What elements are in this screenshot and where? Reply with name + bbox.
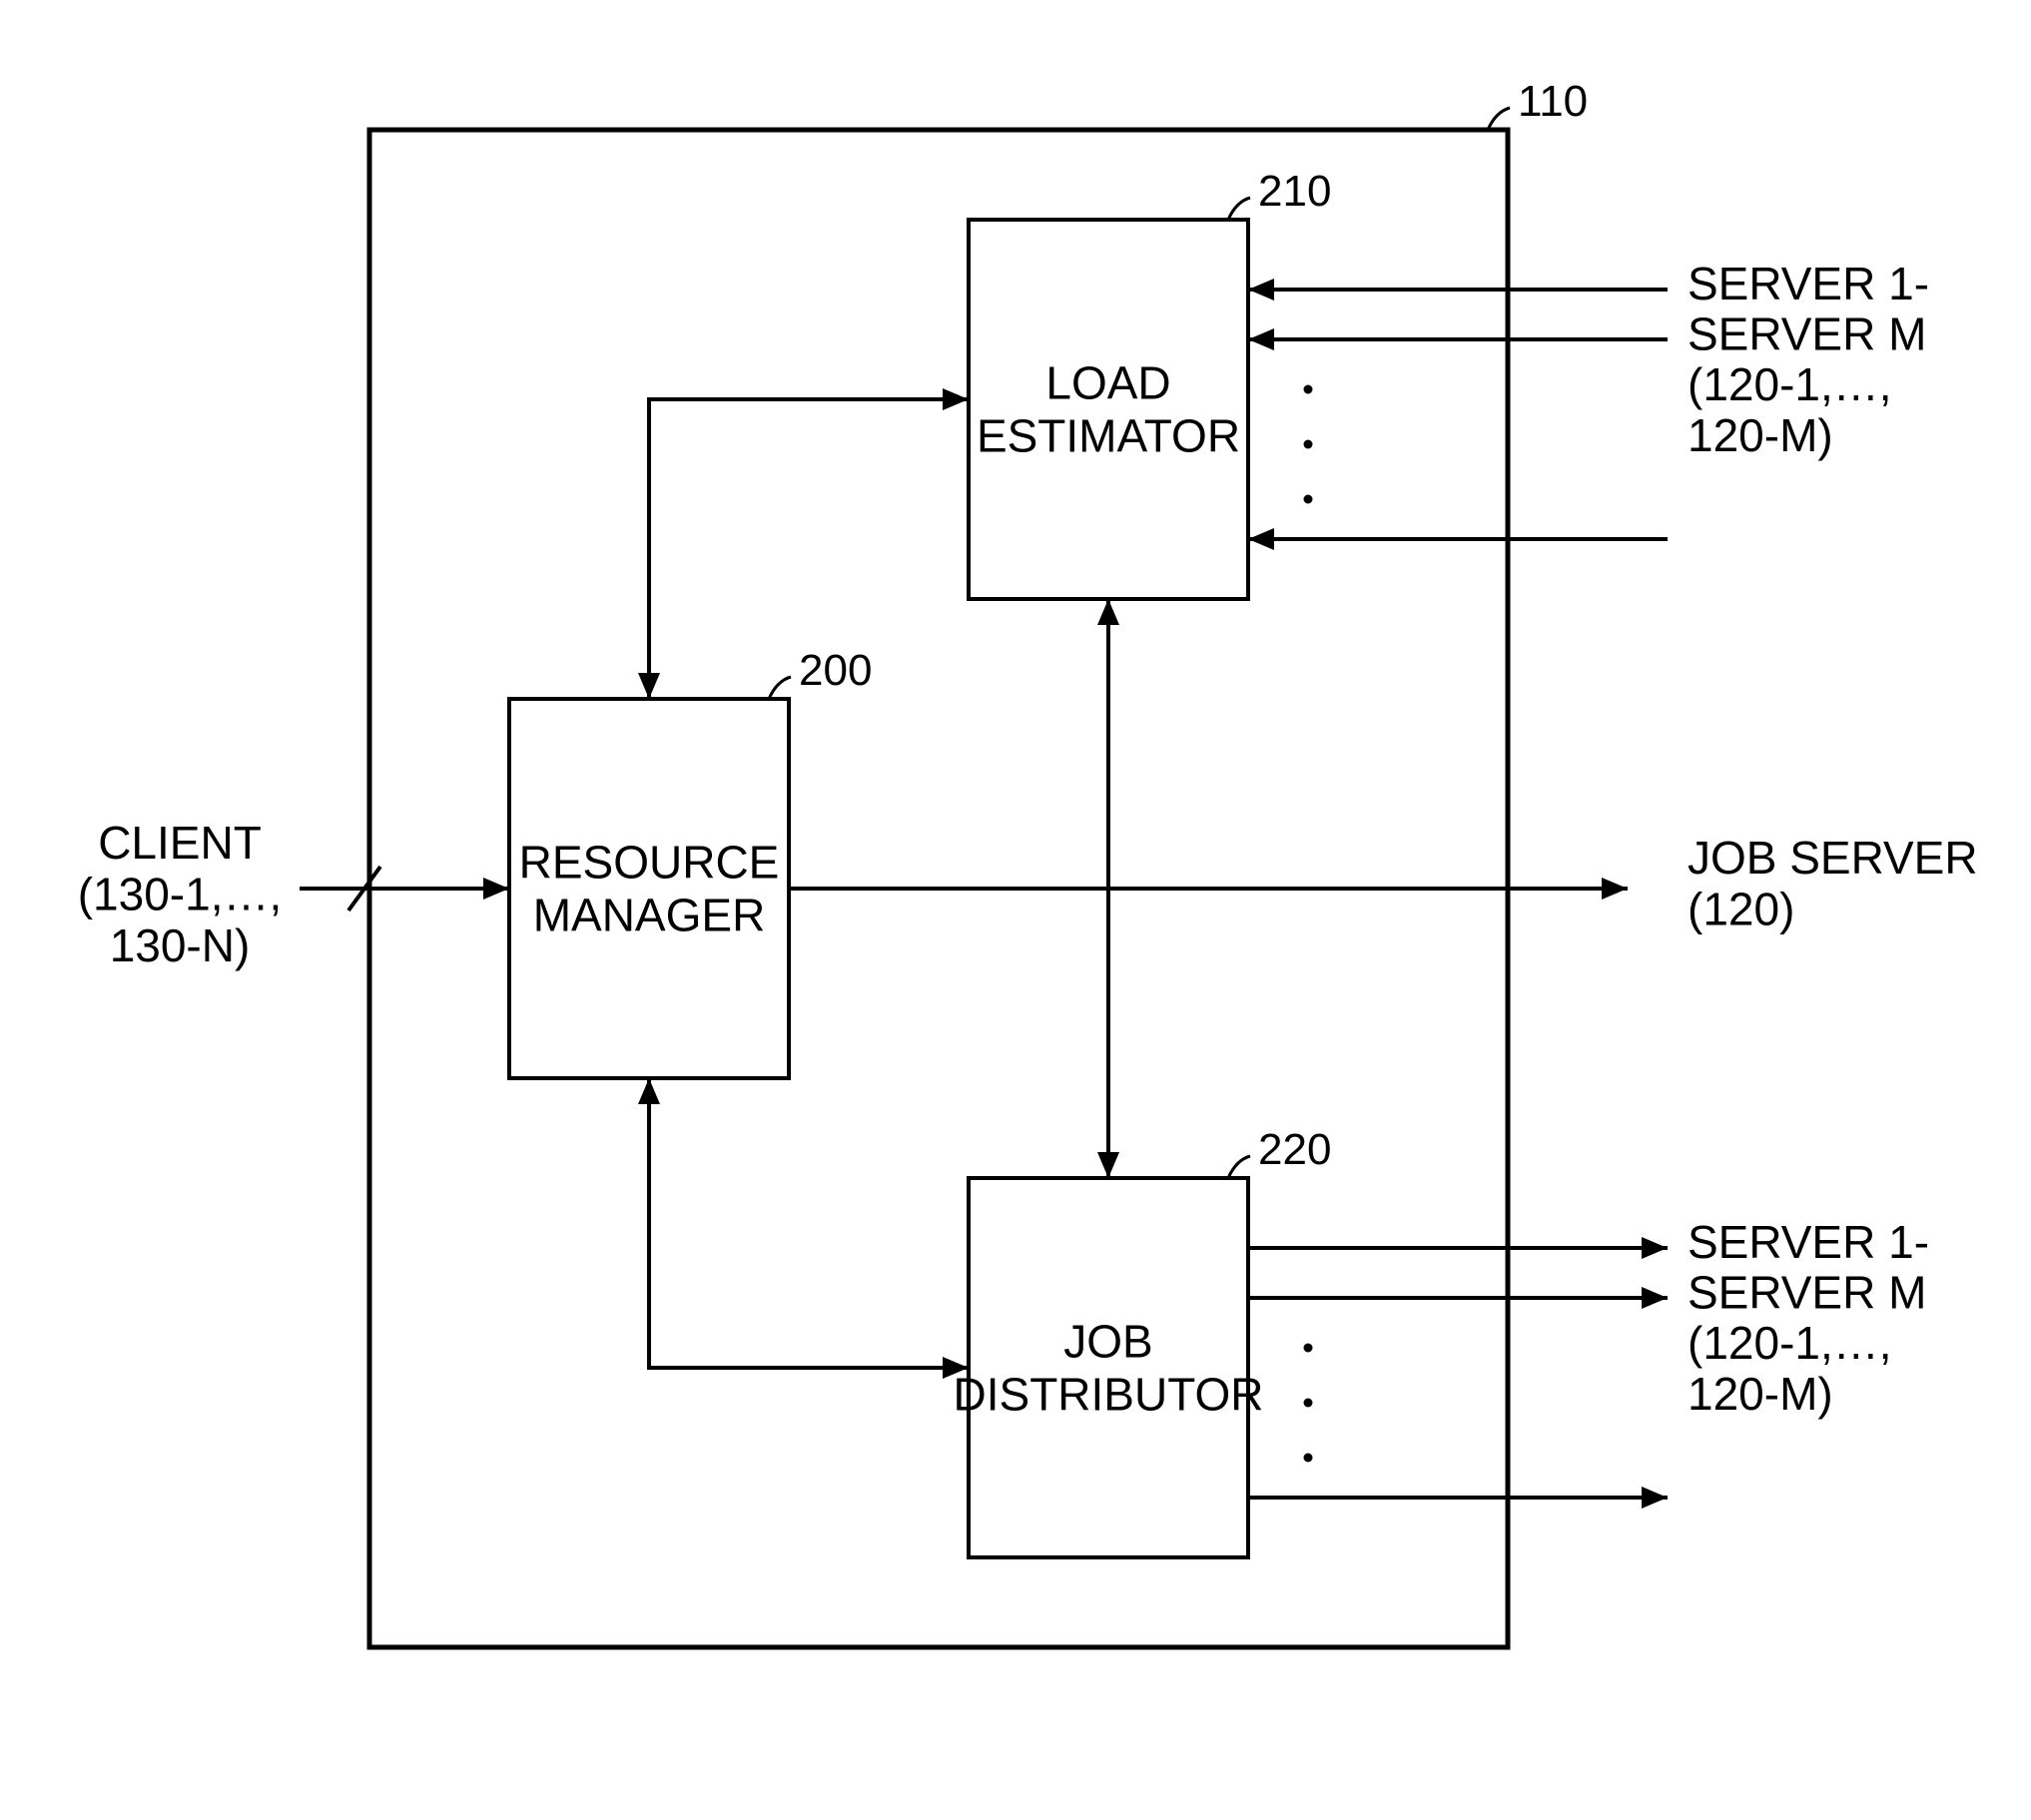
vdots-icon [1304, 1399, 1313, 1408]
servers-top-label: 120-M) [1688, 409, 1833, 461]
servers-top-label: SERVER M [1688, 308, 1926, 360]
jobserver-label: JOB SERVER [1688, 832, 1978, 884]
client-label: CLIENT [98, 817, 262, 869]
servers-bot-label: (120-1,…, [1688, 1317, 1892, 1369]
servers-bot-label: 120-M) [1688, 1368, 1833, 1420]
vdots-icon [1304, 1454, 1313, 1463]
vdots-icon [1304, 385, 1313, 394]
ref-label: 220 [1258, 1125, 1331, 1174]
vdots-icon [1304, 1344, 1313, 1353]
resource_manager-label: RESOURCE [519, 837, 780, 889]
vdots-icon [1304, 440, 1313, 449]
ref-label: 200 [799, 646, 872, 695]
job_distributor-label: JOB [1063, 1316, 1152, 1368]
load_estimator-label: LOAD [1045, 357, 1170, 409]
vdots-icon [1304, 495, 1313, 504]
client-label: 130-N) [110, 919, 251, 971]
servers-top-label: (120-1,…, [1688, 358, 1892, 410]
jobserver-label: (120) [1688, 884, 1794, 935]
servers-top-label: SERVER 1- [1688, 258, 1929, 309]
ref-label: 110 [1518, 77, 1588, 126]
ref-label: 210 [1258, 167, 1331, 216]
job_distributor-label: DISTRIBUTOR [954, 1369, 1264, 1421]
servers-bot-label: SERVER 1- [1688, 1216, 1929, 1268]
resource_manager-label: MANAGER [533, 890, 766, 941]
load_estimator-label: ESTIMATOR [977, 410, 1240, 462]
client-label: (130-1,…, [78, 869, 283, 920]
servers-bot-label: SERVER M [1688, 1267, 1926, 1319]
